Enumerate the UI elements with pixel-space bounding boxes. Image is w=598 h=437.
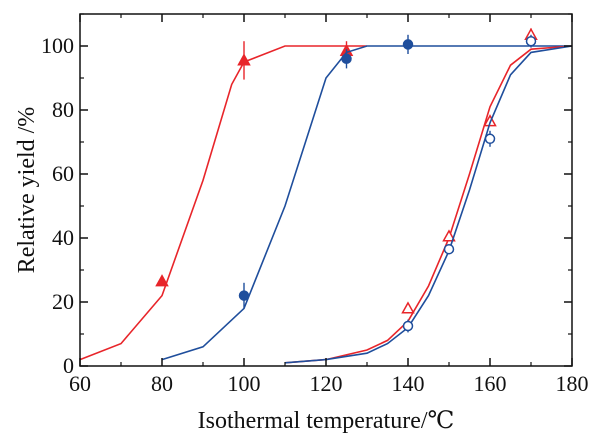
data-point bbox=[237, 53, 251, 66]
plot-area bbox=[79, 27, 573, 364]
x-tick-label: 160 bbox=[474, 371, 507, 396]
y-tick-label: 0 bbox=[63, 353, 74, 378]
plot-frame bbox=[79, 13, 573, 367]
series-line bbox=[284, 45, 573, 364]
y-tick-label: 60 bbox=[52, 161, 74, 186]
x-tick-label: 60 bbox=[69, 371, 91, 396]
series-line bbox=[79, 45, 367, 361]
data-point bbox=[442, 229, 456, 242]
data-point bbox=[402, 320, 414, 332]
x-tick-label: 140 bbox=[392, 371, 425, 396]
data-point bbox=[155, 274, 169, 287]
x-tick-label: 100 bbox=[228, 371, 261, 396]
series-line bbox=[161, 45, 572, 361]
data-point bbox=[483, 114, 497, 127]
x-tick-label: 120 bbox=[310, 371, 343, 396]
data-point bbox=[341, 53, 352, 65]
data-point bbox=[443, 243, 455, 255]
axis-ticks: 60 80 100 120 140 160 180 0 20 40 60 80 100 bbox=[41, 13, 589, 396]
data-point bbox=[238, 290, 250, 301]
y-tick-label: 80 bbox=[52, 97, 74, 122]
x-tick-label: 180 bbox=[556, 371, 589, 396]
y-axis-label: Relative yield /% bbox=[14, 107, 40, 274]
data-point bbox=[525, 35, 537, 47]
y-tick-label: 40 bbox=[52, 225, 74, 250]
y-tick-label: 100 bbox=[41, 33, 74, 58]
data-point bbox=[484, 133, 496, 145]
x-tick-label: 80 bbox=[151, 371, 173, 396]
series-line bbox=[284, 45, 573, 364]
x-axis-label: Isothermal temperature/℃ bbox=[198, 408, 455, 434]
data-point bbox=[402, 39, 414, 50]
y-tick-label: 20 bbox=[52, 289, 74, 314]
data-point bbox=[401, 301, 415, 314]
